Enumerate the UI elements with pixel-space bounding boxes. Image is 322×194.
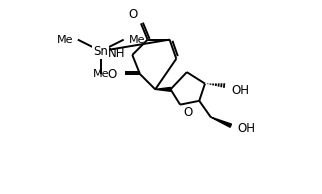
Text: Me: Me bbox=[128, 35, 145, 45]
Text: O: O bbox=[129, 8, 138, 21]
Polygon shape bbox=[155, 87, 171, 91]
Text: O: O bbox=[183, 106, 193, 119]
Text: Me: Me bbox=[92, 69, 109, 79]
Polygon shape bbox=[211, 117, 232, 127]
Text: Me: Me bbox=[57, 35, 73, 45]
Text: O: O bbox=[108, 68, 117, 81]
Text: OH: OH bbox=[238, 122, 255, 135]
Text: NH: NH bbox=[108, 47, 126, 60]
Text: OH: OH bbox=[232, 84, 250, 97]
Text: Sn: Sn bbox=[93, 45, 108, 58]
